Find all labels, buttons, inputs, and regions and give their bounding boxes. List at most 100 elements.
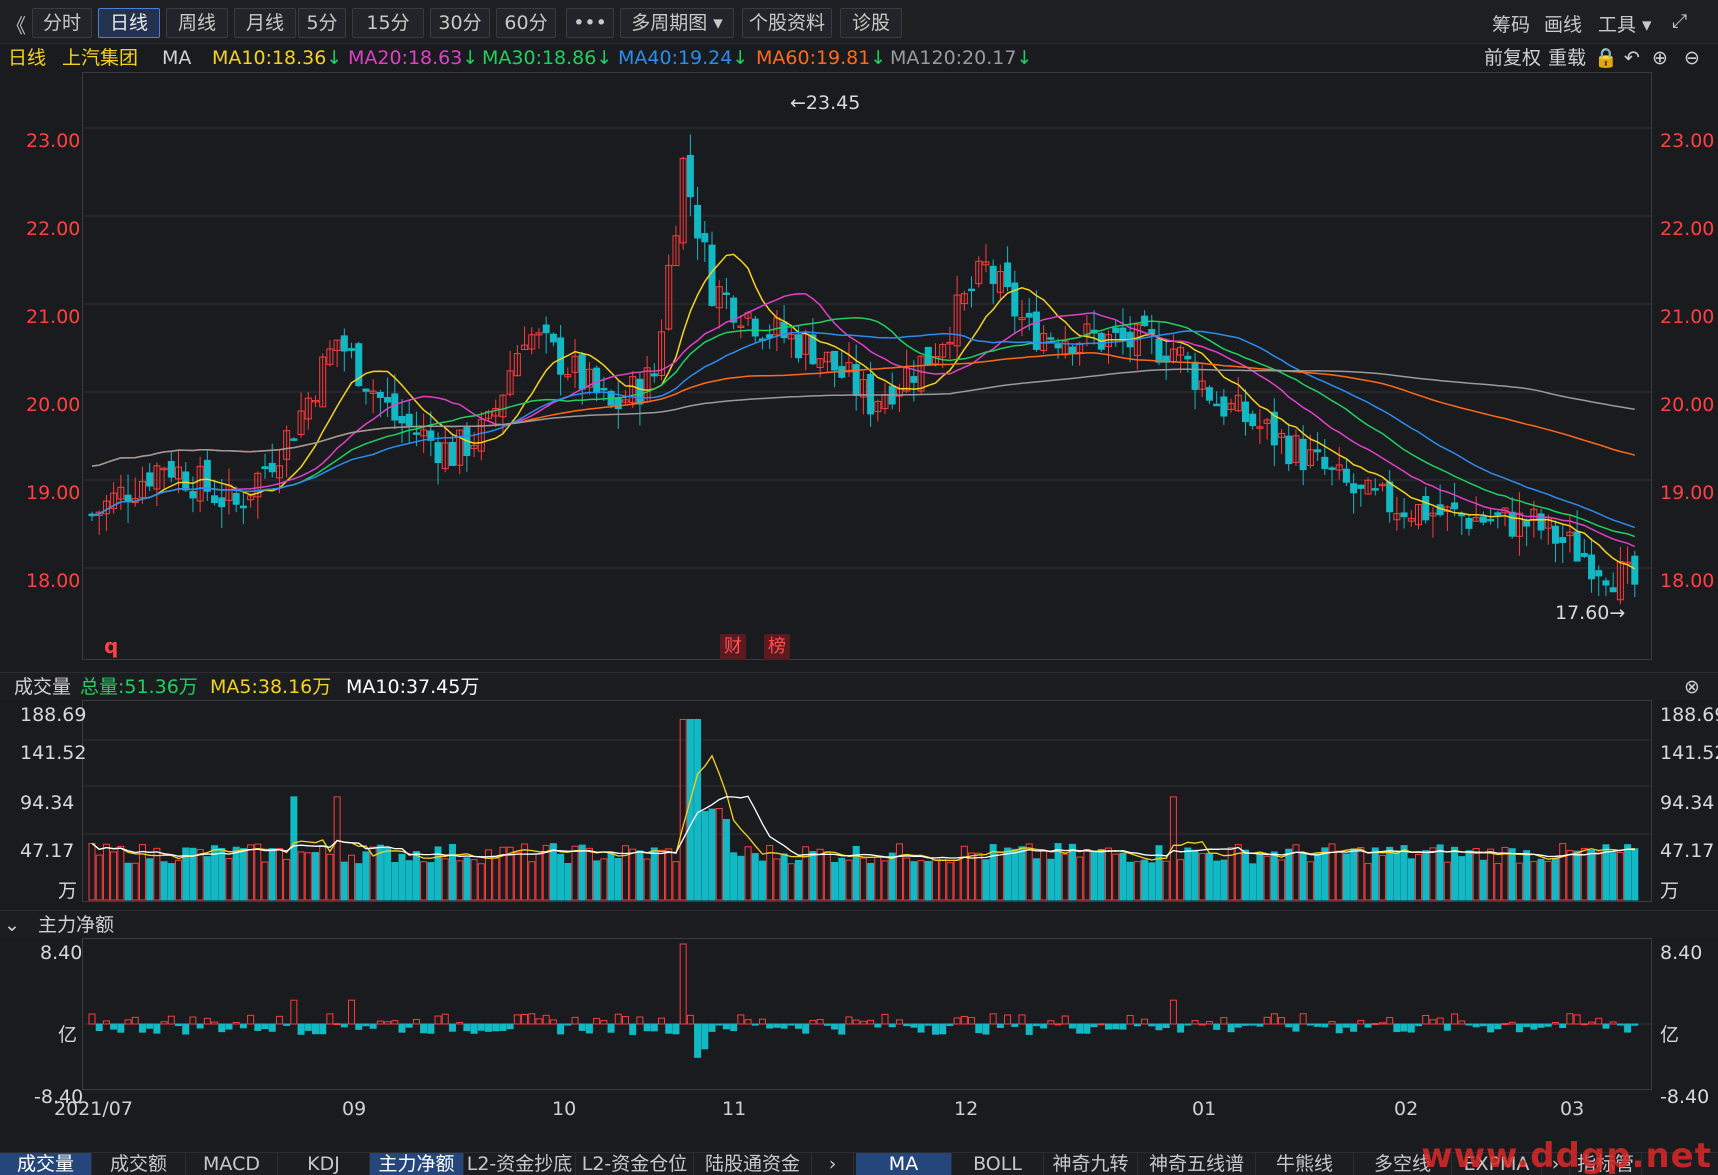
- mainforce-bar: [441, 1013, 449, 1025]
- indicator-tab[interactable]: 主力净额: [370, 1153, 464, 1175]
- candle-body: [672, 235, 680, 267]
- overlay-tab[interactable]: EXPMA: [1452, 1153, 1542, 1175]
- candle-body: [1263, 419, 1271, 424]
- mainforce-bar: [1616, 1023, 1624, 1026]
- mainforce-bar: [1090, 1023, 1098, 1028]
- mainforce-bar: [679, 943, 687, 1025]
- tab-60min[interactable]: 60分: [496, 8, 556, 38]
- ma-legend-item[interactable]: MA120:20.17↓: [890, 44, 1032, 72]
- mainforce-panel[interactable]: [82, 938, 1652, 1090]
- candle-body: [1342, 468, 1350, 483]
- mainforce-bar: [787, 1023, 795, 1026]
- overlay-tab[interactable]: 神奇五线谱: [1138, 1153, 1256, 1175]
- mainforce-chart[interactable]: [82, 938, 1652, 1090]
- volume-bar: [838, 857, 846, 901]
- price-panel[interactable]: [82, 72, 1652, 660]
- mainforce-bar: [1631, 1023, 1639, 1026]
- candle-body: [809, 334, 817, 365]
- tab-30min[interactable]: 30分: [430, 8, 490, 38]
- mainforce-bar: [1479, 1023, 1487, 1027]
- lock-icon[interactable]: 🔒: [1594, 47, 1618, 69]
- indicator-tabs: 成交量 成交额 MACD KDJ 主力净额 L2-资金抄底 L2-资金仓位 陆股通资金 › MA B…: [0, 1152, 1718, 1175]
- overlay-tab[interactable]: 多空线: [1354, 1153, 1452, 1175]
- draw-button[interactable]: 画线: [1544, 14, 1583, 36]
- close-icon[interactable]: ⊗: [1684, 676, 1700, 698]
- overlay-tab[interactable]: 指标管理: [1570, 1153, 1642, 1175]
- overlay-tab[interactable]: MA: [856, 1153, 952, 1175]
- fullscreen-icon[interactable]: ⤢: [1672, 10, 1688, 32]
- q-marker[interactable]: q: [104, 634, 119, 658]
- candle-body: [506, 370, 514, 395]
- indicator-tab[interactable]: 成交额: [92, 1153, 186, 1175]
- ma-line: [91, 253, 1636, 570]
- mainforce-bar: [1321, 1023, 1329, 1028]
- volume-title[interactable]: 成交量: [14, 676, 72, 698]
- indicator-tab[interactable]: 成交量: [0, 1153, 92, 1175]
- volume-chart[interactable]: [82, 700, 1652, 902]
- mainforce-bar: [355, 1023, 363, 1030]
- overlay-tab[interactable]: ›: [1542, 1153, 1570, 1175]
- overlay-tab[interactable]: 牛熊线: [1256, 1153, 1354, 1175]
- volume-bar: [831, 861, 839, 901]
- mainforce-bar: [1443, 1023, 1451, 1031]
- collapse-icon[interactable]: 《: [6, 14, 26, 38]
- chip-button[interactable]: 筹码: [1492, 14, 1531, 36]
- indicator-label[interactable]: MA: [162, 47, 192, 69]
- volume-bar: [852, 845, 860, 901]
- tab-monthly[interactable]: 月线: [234, 8, 296, 38]
- rank-badge[interactable]: 榜: [764, 634, 790, 660]
- candle-body: [189, 491, 197, 499]
- tab-daily[interactable]: 日线: [98, 8, 160, 38]
- ma-legend-item[interactable]: MA60:19.81↓: [756, 44, 886, 72]
- volume-bar: [1220, 859, 1228, 901]
- volume-bar: [1328, 843, 1336, 901]
- volume-panel[interactable]: [82, 700, 1652, 902]
- mainforce-bar: [1501, 1023, 1509, 1026]
- volume-bar: [1011, 848, 1019, 901]
- overlay-tab[interactable]: 神奇九转: [1044, 1153, 1138, 1175]
- indicator-tab[interactable]: ›: [812, 1153, 854, 1175]
- stock-info-button[interactable]: 个股资料: [742, 8, 832, 38]
- adjust-button[interactable]: 前复权: [1484, 47, 1542, 69]
- overlay-tab[interactable]: BOLL: [952, 1153, 1044, 1175]
- indicator-tab[interactable]: L2-资金仓位: [576, 1153, 694, 1175]
- mainforce-bar: [384, 1021, 392, 1025]
- indicator-tab[interactable]: MACD: [186, 1153, 278, 1175]
- tab-5min[interactable]: 5分: [298, 8, 346, 38]
- diagnose-button[interactable]: 诊股: [840, 8, 902, 38]
- more-button[interactable]: •••: [566, 8, 614, 38]
- ma-legend-item[interactable]: MA30:18.86↓: [482, 44, 612, 72]
- candle-body: [867, 373, 875, 415]
- mainforce-title[interactable]: 主力净额: [38, 914, 115, 936]
- undo-icon[interactable]: ↶: [1624, 47, 1640, 69]
- reload-button[interactable]: 重载: [1548, 47, 1587, 69]
- mainforce-bar: [1422, 1014, 1430, 1025]
- indicator-tab[interactable]: 陆股通资金: [694, 1153, 812, 1175]
- volume-bar: [247, 844, 255, 901]
- collapse-section-icon[interactable]: ⌄: [4, 914, 20, 936]
- ma-legend-item[interactable]: MA10:18.36↓: [212, 44, 342, 72]
- finance-badge[interactable]: 财: [720, 634, 746, 660]
- candlestick-chart[interactable]: [82, 72, 1652, 660]
- mainforce-bar: [362, 1023, 370, 1027]
- volume-bar: [953, 859, 961, 901]
- tab-15min[interactable]: 15分: [352, 8, 424, 38]
- volume-bar: [1566, 849, 1574, 901]
- tab-weekly[interactable]: 周线: [166, 8, 228, 38]
- mainforce-bar: [1378, 1022, 1386, 1025]
- ma-legend-item[interactable]: MA20:18.63↓: [348, 44, 478, 72]
- mainforce-bar: [485, 1023, 493, 1032]
- indicator-tab[interactable]: L2-资金抄底: [464, 1153, 576, 1175]
- ma-line: [91, 317, 1636, 538]
- tab-fenshi[interactable]: 分时: [32, 8, 92, 38]
- candle-body: [218, 497, 226, 508]
- indicator-tab[interactable]: KDJ: [278, 1153, 370, 1175]
- candle-body: [369, 390, 377, 394]
- ma-legend-item[interactable]: MA40:19.24↓: [618, 44, 748, 72]
- zoom-in-icon[interactable]: ⊕: [1652, 47, 1668, 69]
- zoom-out-icon[interactable]: ⊖: [1684, 47, 1700, 69]
- volume-tick-label: 188.69: [1660, 704, 1718, 726]
- candle-body: [499, 394, 507, 418]
- multi-period-button[interactable]: 多周期图 ▾: [620, 8, 734, 38]
- tools-button[interactable]: 工具 ▾: [1598, 14, 1652, 36]
